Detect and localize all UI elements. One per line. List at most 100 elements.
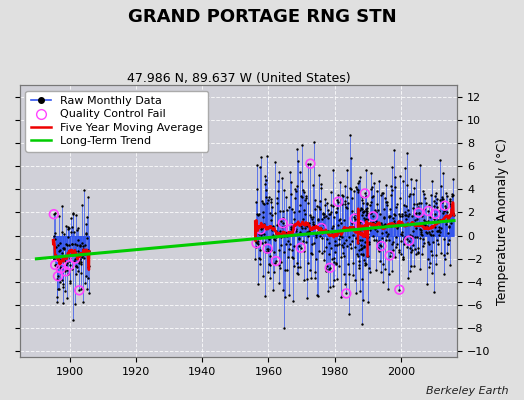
Point — [432, 228, 441, 234]
Point — [336, 179, 344, 186]
Point — [261, 293, 269, 300]
Point — [449, 192, 457, 198]
Point — [426, 260, 434, 266]
Point — [396, 213, 404, 220]
Point — [342, 290, 351, 297]
Point — [50, 256, 59, 262]
Point — [412, 216, 421, 222]
Point — [347, 207, 356, 214]
Point — [296, 169, 304, 176]
Point — [414, 210, 423, 216]
Point — [440, 271, 448, 278]
Point — [326, 211, 334, 218]
Point — [370, 180, 379, 186]
Point — [361, 239, 369, 245]
Point — [346, 186, 355, 192]
Point — [447, 203, 455, 210]
Point — [252, 244, 260, 250]
Point — [374, 206, 383, 213]
Point — [361, 260, 369, 266]
Point — [262, 187, 270, 194]
Point — [433, 228, 442, 234]
Point — [414, 204, 422, 210]
Point — [263, 153, 271, 160]
Point — [274, 188, 282, 194]
Point — [259, 214, 267, 220]
Point — [288, 253, 296, 260]
Point — [422, 218, 430, 225]
Point — [286, 241, 294, 248]
Point — [393, 200, 401, 207]
Point — [335, 241, 343, 247]
Point — [77, 260, 85, 267]
Point — [320, 256, 329, 263]
Point — [361, 223, 369, 230]
Point — [383, 202, 391, 209]
Point — [260, 220, 268, 227]
Point — [339, 250, 347, 256]
Point — [53, 294, 61, 300]
Point — [377, 269, 385, 276]
Point — [277, 217, 285, 224]
Point — [60, 253, 69, 259]
Point — [271, 260, 279, 266]
Point — [403, 274, 412, 281]
Point — [266, 199, 275, 205]
Point — [354, 253, 363, 259]
Point — [406, 190, 414, 197]
Point — [350, 226, 358, 233]
Point — [280, 267, 289, 274]
Point — [443, 208, 451, 215]
Point — [82, 231, 90, 237]
Point — [361, 233, 369, 240]
Point — [442, 189, 450, 196]
Point — [428, 251, 436, 258]
Point — [80, 248, 88, 255]
Point — [386, 213, 395, 219]
Point — [307, 275, 315, 282]
Point — [405, 211, 413, 218]
Point — [56, 247, 64, 253]
Point — [274, 230, 282, 237]
Point — [407, 175, 415, 182]
Point — [450, 212, 458, 218]
Point — [356, 237, 365, 243]
Point — [401, 234, 409, 240]
Point — [358, 197, 366, 204]
Point — [359, 209, 367, 215]
Point — [317, 225, 325, 231]
Point — [331, 238, 339, 244]
Point — [272, 258, 280, 264]
Point — [416, 235, 424, 241]
Point — [361, 190, 369, 197]
Point — [438, 194, 446, 200]
Point — [438, 199, 446, 206]
Point — [278, 224, 286, 230]
Point — [312, 234, 320, 240]
Point — [411, 246, 420, 252]
Point — [365, 241, 373, 248]
Point — [345, 234, 353, 241]
Point — [319, 229, 328, 236]
Point — [375, 247, 384, 253]
Point — [71, 256, 79, 262]
Point — [280, 249, 288, 256]
Point — [285, 232, 293, 238]
Point — [340, 271, 348, 277]
Point — [416, 226, 424, 232]
Point — [383, 222, 391, 229]
Point — [349, 224, 357, 230]
Point — [351, 244, 359, 250]
Point — [410, 201, 419, 208]
Point — [52, 298, 61, 305]
Point — [425, 241, 434, 248]
Point — [405, 221, 413, 227]
Point — [252, 199, 260, 205]
Point — [396, 222, 405, 228]
Point — [265, 236, 273, 242]
Point — [306, 160, 314, 167]
Point — [317, 228, 325, 234]
Point — [403, 206, 412, 213]
Point — [421, 194, 429, 201]
Point — [260, 173, 269, 179]
